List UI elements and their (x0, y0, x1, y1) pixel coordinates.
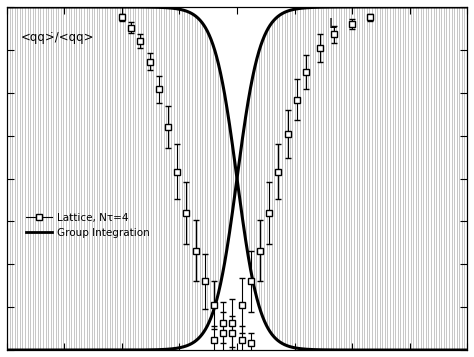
Text: <qq>̇/<qq>: <qq>̇/<qq> (21, 31, 94, 44)
Text: L: L (329, 17, 337, 31)
Legend: Lattice, Nτ=4, Group Integration: Lattice, Nτ=4, Group Integration (21, 208, 154, 242)
